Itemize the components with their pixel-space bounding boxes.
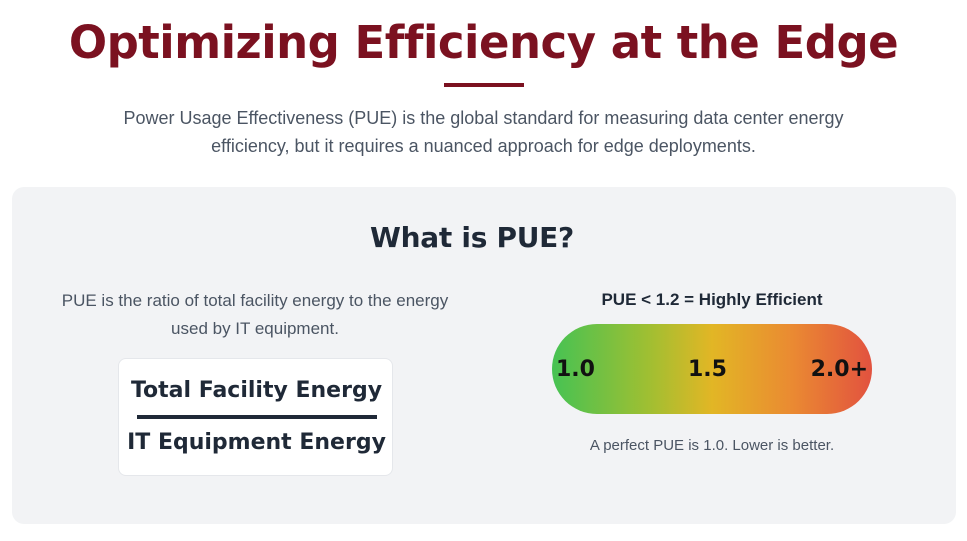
pue-scale-label: PUE < 1.2 = Highly Efficient bbox=[601, 290, 823, 309]
formula-numerator: Total Facility Energy bbox=[130, 378, 383, 403]
pue-section-title: What is PUE? bbox=[370, 221, 574, 254]
scale-tick-mid: 1.5 bbox=[688, 357, 727, 382]
fraction-bar bbox=[137, 415, 377, 419]
title-divider bbox=[444, 83, 524, 87]
intro-paragraph: Power Usage Effectiveness (PUE) is the g… bbox=[123, 108, 844, 156]
pue-gradient-scale: 1.0 1.5 2.0+ bbox=[552, 324, 872, 414]
pue-formula-card: Total Facility Energy IT Equipment Energ… bbox=[118, 358, 393, 476]
formula-denominator: IT Equipment Energy bbox=[127, 430, 386, 455]
scale-tick-min: 1.0 bbox=[556, 357, 595, 382]
pue-scale-note: A perfect PUE is 1.0. Lower is better. bbox=[589, 437, 835, 454]
page-title: Optimizing Efficiency at the Edge bbox=[68, 16, 899, 69]
pue-description: PUE is the ratio of total facility energ… bbox=[61, 291, 449, 338]
scale-tick-max: 2.0+ bbox=[810, 357, 868, 382]
